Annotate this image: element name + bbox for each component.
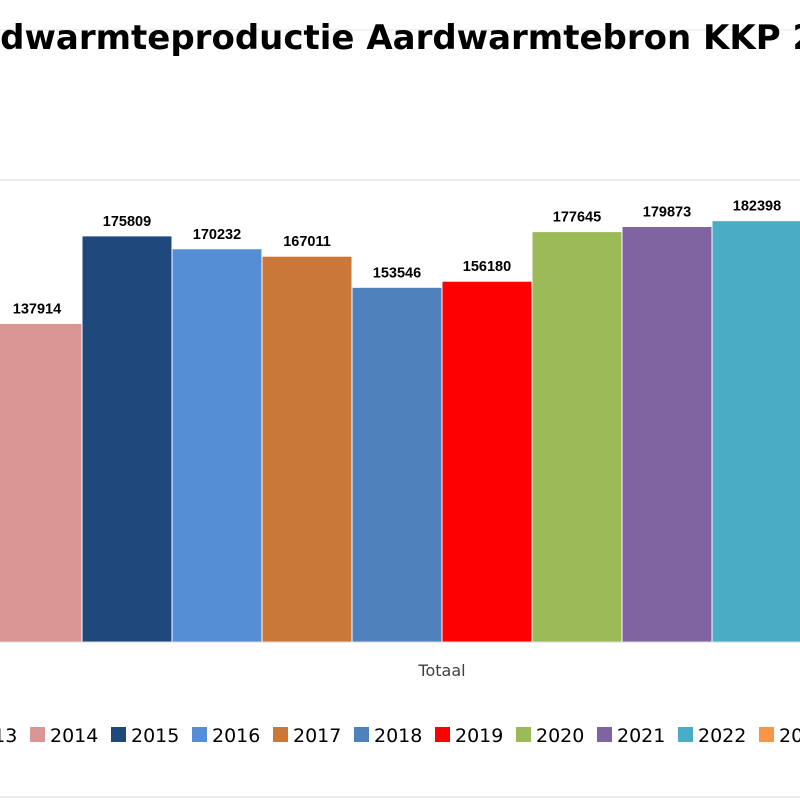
legend-swatch-2017 [273,727,288,742]
data-label-2020: 177645 [553,210,601,226]
bar-2020 [531,231,623,643]
bar-2021 [621,225,713,643]
legend-swatch-2014 [30,727,45,742]
data-label-2014: 137914 [13,301,61,317]
bar-2022 [711,220,800,643]
legend-swatch-2018 [354,727,369,742]
bar-2018 [351,286,443,643]
data-label-2018: 153546 [373,265,421,281]
legend-label-2021: 2021 [617,725,665,747]
bar-2017 [261,255,353,643]
legend-swatch-2022 [678,727,693,742]
legend-swatch-2019 [435,727,450,742]
legend-label-2022: 2022 [698,725,746,747]
bar-2019 [441,280,533,643]
legend-label-2013: 2013 [0,725,17,747]
data-label-2016: 170232 [193,227,241,243]
legend-swatch-2023 [759,727,774,742]
chart-title: Aardwarmteproductie Aardwarmtebron KKP 2… [0,18,800,58]
bar-2014 [0,322,83,643]
legend-swatch-2021 [597,727,612,742]
bar-2016 [171,248,263,643]
legend-swatch-2016 [192,727,207,742]
legend-label-2018: 2018 [374,725,422,747]
legend-label-2015: 2015 [131,725,179,747]
legend-label-2017: 2017 [293,725,341,747]
bars [0,220,800,643]
data-label-2017: 167011 [283,234,331,250]
legend-label-2023: 2023 [779,725,800,747]
data-label-2015: 175809 [103,214,151,230]
x-category-label: Totaal [417,661,465,680]
data-label-2019: 156180 [463,259,511,275]
data-labels: 137914 175809 170232 167011 153546 156180 1776… [13,199,781,318]
legend: 2013 2014 2015 2016 2017 2018 2019 2020 2021 2022… [0,725,800,798]
legend-label-2020: 2020 [536,725,584,747]
data-label-2021: 179873 [643,204,691,220]
bar-2015 [81,235,173,643]
legend-swatch-2015 [111,727,126,742]
legend-label-2014: 2014 [50,725,98,747]
legend-swatch-2020 [516,727,531,742]
legend-label-2016: 2016 [212,725,260,747]
data-label-2022: 182398 [733,199,781,215]
legend-label-2019: 2019 [455,725,503,747]
